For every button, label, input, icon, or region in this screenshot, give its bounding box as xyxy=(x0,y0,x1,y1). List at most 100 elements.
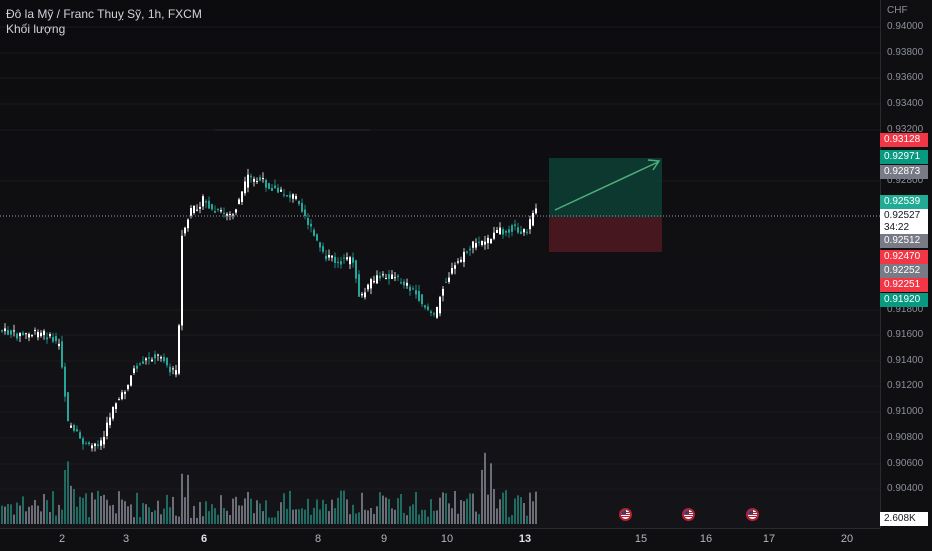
candle[interactable] xyxy=(394,277,396,279)
candle[interactable] xyxy=(376,275,378,284)
candle[interactable] xyxy=(169,366,171,373)
candle[interactable] xyxy=(232,214,234,216)
candle[interactable] xyxy=(205,201,207,203)
candle[interactable] xyxy=(259,177,261,181)
candle[interactable] xyxy=(526,231,528,233)
candle[interactable] xyxy=(436,306,438,318)
candle[interactable] xyxy=(148,357,150,359)
candle[interactable] xyxy=(304,209,306,216)
candle[interactable] xyxy=(289,194,291,198)
price-tag[interactable]: 0.92971 xyxy=(880,150,928,164)
candle[interactable] xyxy=(424,305,426,308)
candle[interactable] xyxy=(31,335,33,337)
candle[interactable] xyxy=(433,313,435,315)
candle[interactable] xyxy=(355,260,357,279)
candle[interactable] xyxy=(406,282,408,286)
candle[interactable] xyxy=(520,231,522,234)
candle[interactable] xyxy=(334,256,336,263)
candle[interactable] xyxy=(283,194,285,196)
candle[interactable] xyxy=(529,219,531,230)
candle[interactable] xyxy=(361,293,363,296)
candle[interactable] xyxy=(511,225,513,232)
candle[interactable] xyxy=(88,442,90,445)
candle[interactable] xyxy=(490,238,492,244)
candle[interactable] xyxy=(91,445,93,449)
candle[interactable] xyxy=(523,229,525,233)
chart-pane[interactable]: Đô la Mỹ / Franc Thuỵ Sỹ, 1h, FXCM Khối … xyxy=(0,0,880,528)
candle[interactable] xyxy=(469,248,471,251)
candle[interactable] xyxy=(358,274,360,297)
candle[interactable] xyxy=(313,229,315,236)
candle[interactable] xyxy=(385,278,387,279)
candle[interactable] xyxy=(463,251,465,263)
candle[interactable] xyxy=(4,328,6,332)
candle[interactable] xyxy=(505,231,507,233)
candle[interactable] xyxy=(211,204,213,210)
candle[interactable] xyxy=(46,337,48,340)
time-axis[interactable]: 2 3 6 8 9 10 13 15 16 17 20 xyxy=(0,528,880,551)
candle[interactable] xyxy=(379,275,381,279)
candle[interactable] xyxy=(502,229,504,235)
candle[interactable] xyxy=(298,200,300,205)
candle[interactable] xyxy=(163,357,165,362)
candle[interactable] xyxy=(493,232,495,239)
candle[interactable] xyxy=(325,255,327,260)
candle[interactable] xyxy=(7,330,9,335)
candle[interactable] xyxy=(364,292,366,298)
long-position-tool[interactable] xyxy=(549,158,662,252)
candle[interactable] xyxy=(40,332,42,337)
candle[interactable] xyxy=(202,196,204,207)
candle[interactable] xyxy=(460,259,462,262)
candle[interactable] xyxy=(466,251,468,253)
candle[interactable] xyxy=(109,417,111,426)
candle[interactable] xyxy=(58,343,60,347)
candle[interactable] xyxy=(124,391,126,394)
candle[interactable] xyxy=(508,229,510,233)
candle[interactable] xyxy=(481,240,483,245)
candle[interactable] xyxy=(484,241,486,245)
trend-arrow-line[interactable] xyxy=(554,161,659,211)
candle[interactable] xyxy=(409,286,411,291)
candle[interactable] xyxy=(496,230,498,233)
candle[interactable] xyxy=(199,207,201,209)
candle[interactable] xyxy=(370,279,372,289)
candle[interactable] xyxy=(412,288,414,290)
candle[interactable] xyxy=(127,385,129,390)
candle[interactable] xyxy=(160,357,162,359)
candle[interactable] xyxy=(307,218,309,225)
candle[interactable] xyxy=(112,406,114,419)
price-tag[interactable]: 0.92512 xyxy=(880,234,928,248)
candle[interactable] xyxy=(16,333,18,339)
candle[interactable] xyxy=(115,403,117,409)
candle[interactable] xyxy=(157,354,159,356)
candle[interactable] xyxy=(190,208,192,216)
candle[interactable] xyxy=(226,213,228,216)
candle[interactable] xyxy=(382,274,384,276)
candle[interactable] xyxy=(265,179,267,188)
candle[interactable] xyxy=(343,257,345,259)
candle[interactable] xyxy=(223,212,225,214)
chart-legend[interactable]: Đô la Mỹ / Franc Thuỵ Sỹ, 1h, FXCM Khối … xyxy=(6,7,202,37)
candle[interactable] xyxy=(331,255,333,258)
candle[interactable] xyxy=(220,210,222,212)
candle[interactable] xyxy=(1,330,3,332)
candle[interactable] xyxy=(142,361,144,364)
candle[interactable] xyxy=(106,422,108,436)
candle[interactable] xyxy=(427,306,429,310)
candle[interactable] xyxy=(517,227,519,233)
us-flag-icon[interactable] xyxy=(619,508,632,521)
candle[interactable] xyxy=(67,392,69,422)
candle[interactable] xyxy=(421,294,423,305)
candle[interactable] xyxy=(316,234,318,241)
us-flag-icon[interactable] xyxy=(746,508,759,521)
candle[interactable] xyxy=(73,425,75,431)
candle[interactable] xyxy=(439,296,441,314)
candle[interactable] xyxy=(310,223,312,227)
candle[interactable] xyxy=(472,241,474,248)
candle[interactable] xyxy=(37,332,39,338)
candle[interactable] xyxy=(277,187,279,193)
candle[interactable] xyxy=(238,199,240,205)
candle[interactable] xyxy=(457,261,459,263)
candle[interactable] xyxy=(268,183,270,189)
candle[interactable] xyxy=(286,195,288,197)
